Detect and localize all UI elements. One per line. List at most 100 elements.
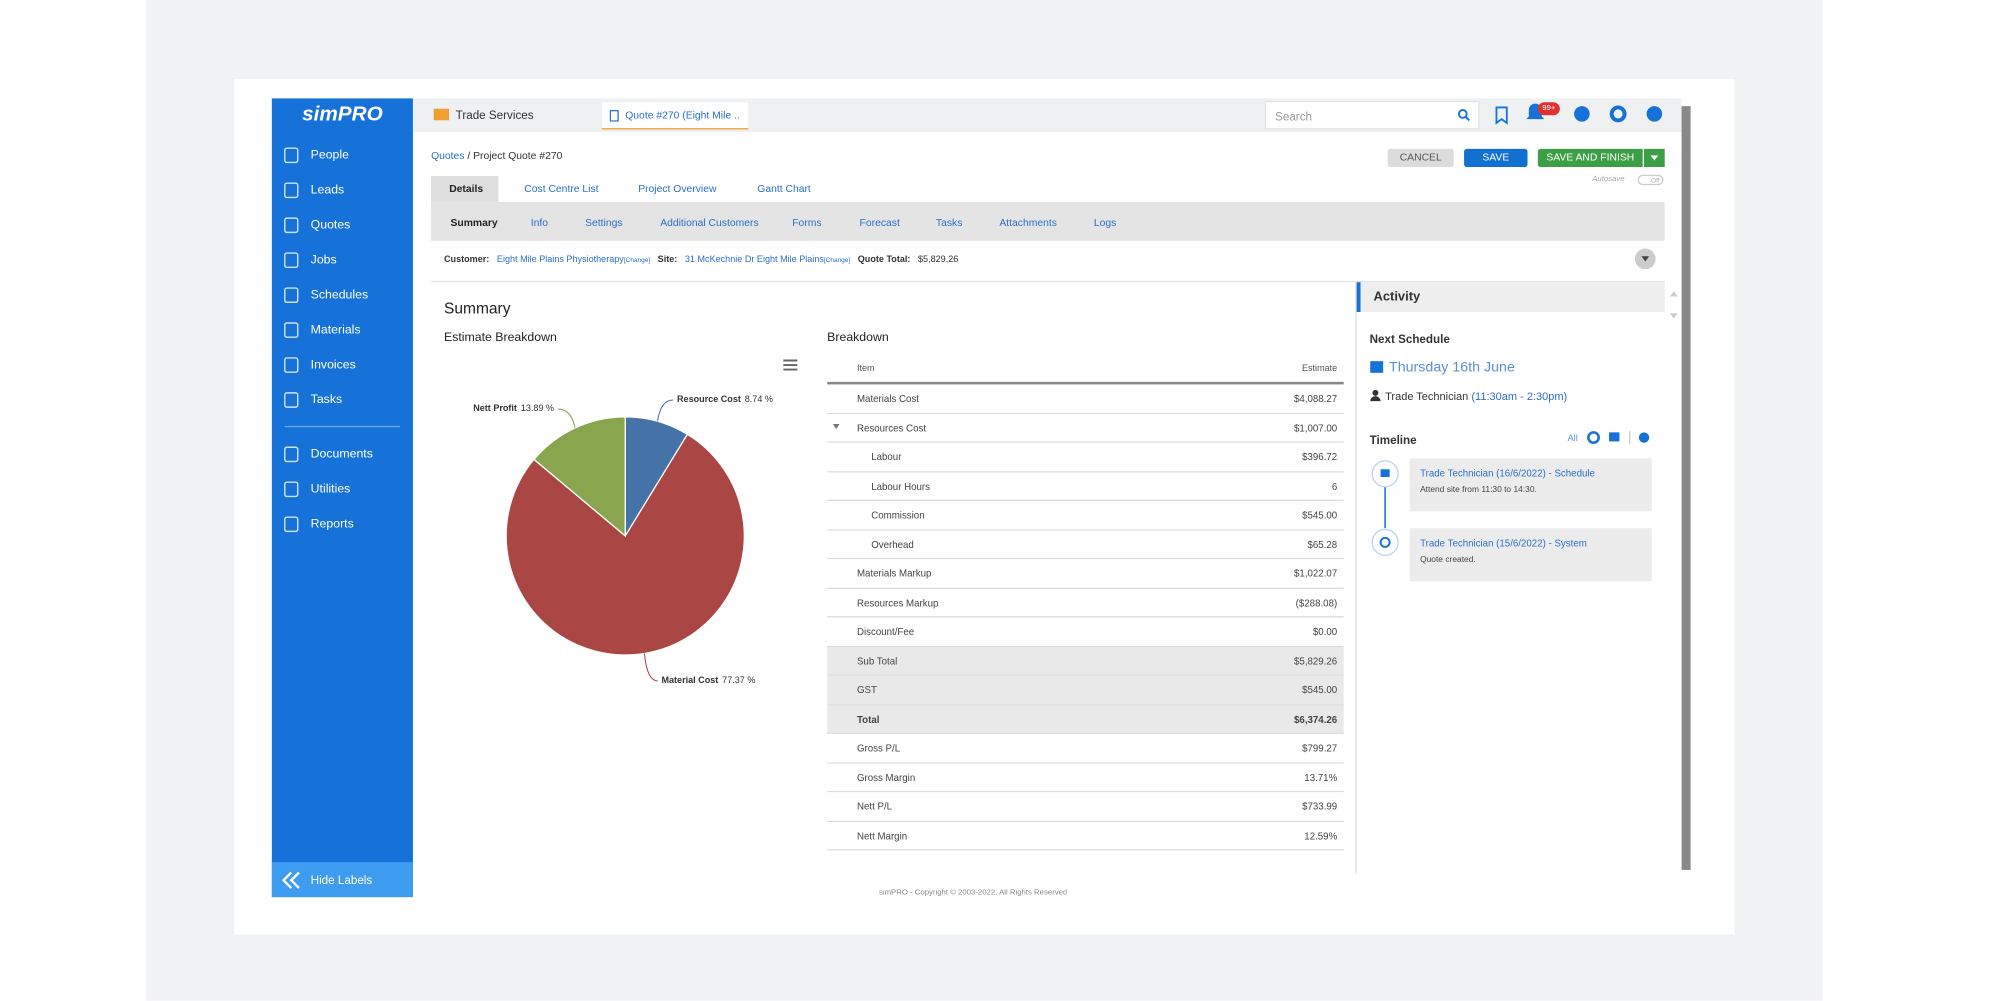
customer[interactable]: Eight Mile Plains Physiotherapy [496,255,624,265]
logo[interactable]: simPRO [302,103,383,126]
chart-menu[interactable] [783,359,798,372]
panel-arrows[interactable] [1667,285,1680,329]
row-item: GST [856,684,877,696]
nav-item[interactable]: Quotes [310,218,351,233]
sub-tab[interactable]: Forms [792,216,822,229]
top-tab[interactable]: Quote #270 (Eight Mile ... [625,109,740,122]
hide-labels-button[interactable]: Hide Labels [271,862,413,898]
person-icon [1370,389,1381,402]
row-estimate: $396.72 [1302,451,1338,463]
scrollbar[interactable] [1681,106,1691,870]
filter-icon[interactable] [1609,432,1620,442]
leader-line [657,399,674,422]
profile-icon[interactable] [1646,106,1663,122]
save-button[interactable]: SAVE [1464,148,1528,167]
table-row [827,442,1344,472]
search-box[interactable]: Search [1264,100,1480,130]
save-and-finish-button[interactable]: SAVE AND FINISH [1537,148,1643,167]
nav-icon [284,357,299,373]
settings-icon[interactable] [1609,105,1627,123]
row-estimate: $4,088.27 [1294,392,1338,405]
main-tab[interactable]: Project Overview [638,183,717,195]
main-tab[interactable]: Cost Centre List [524,183,599,195]
site[interactable]: 31 McKechnie Dr Eight Mile Plains [684,255,824,265]
leader-line [557,408,576,429]
timeline-filter[interactable]: All [1567,434,1578,444]
top-tab[interactable]: Trade Services [455,108,534,122]
pie-slice [505,433,745,656]
timeline-entry-title[interactable]: Trade Technician (16/6/2022) - Schedule [1420,467,1595,479]
row-item: Overhead [871,538,914,551]
row-item: Commission [871,509,925,522]
sub-tab[interactable]: Forecast [859,216,900,229]
breadcrumb-link[interactable]: Quotes [431,150,465,162]
column-header: Estimate [1301,364,1338,374]
slice-value: 8.74 % [745,394,773,404]
autosave-toggle[interactable]: Off [1637,174,1664,186]
header-rule [827,381,1344,385]
nav-item[interactable]: Schedules [310,288,369,303]
timeline-title: Timeline [1369,433,1417,447]
cancel-button[interactable]: CANCEL [1387,148,1454,167]
nav-item[interactable]: Materials [310,322,361,338]
help-icon[interactable] [1574,106,1590,122]
nav-icon [284,322,299,338]
nav-item[interactable]: Documents [310,447,373,462]
nav-item[interactable]: Utilities [310,482,351,497]
sub-tab[interactable]: Attachments [999,216,1057,229]
nav-icon [284,446,299,463]
nav-item[interactable]: People [310,148,349,163]
calendar-icon [1370,361,1384,373]
slice-label: Material Cost 77.37 % [661,675,755,685]
chevron-icon [282,871,300,889]
expand-toggle[interactable] [832,423,841,431]
collapse-button[interactable] [1634,248,1656,270]
slice-value: 77.37 % [722,675,755,685]
main-tab-active-bg [431,176,499,202]
nav-icon [284,182,299,199]
row-estimate: $0.00 [1312,625,1338,638]
slice-label: Nett Profit 13.89 % [473,403,554,413]
nav-item[interactable]: Reports [310,517,354,532]
customer-label: Customer: [444,255,490,265]
folder-icon [433,108,450,121]
footer: simPRO - Copyright © 2003-2022. All Righ… [878,889,1068,898]
caret-icon [1650,155,1659,161]
breadcrumb: Quotes / Project Quote #270 [431,150,562,162]
filter-icon[interactable] [1638,432,1650,443]
panel-border [1355,282,1357,874]
row-item: Total [856,713,880,725]
nav-icon [284,252,299,269]
row-estimate: 12.59% [1304,829,1338,842]
sub-tab[interactable]: Additional Customers [660,216,759,229]
sub-tab[interactable]: Settings [585,216,623,229]
site-label: Site: [657,255,678,265]
sub-tab[interactable]: Logs [1093,216,1117,229]
bookmark-icon[interactable] [1495,106,1508,125]
table-row [827,617,1344,647]
next-schedule-date[interactable]: Thursday 16th June [1388,359,1515,376]
row-item: Labour [871,451,902,463]
sub-tab[interactable]: Info [530,216,549,229]
sub-tab[interactable]: Tasks [935,216,963,229]
nav-item[interactable]: Tasks [310,392,343,408]
main-tab[interactable]: Details [449,183,484,195]
main-tab[interactable]: Gantt Chart [757,183,811,195]
save-dropdown[interactable] [1644,148,1665,167]
nav-item[interactable]: Jobs [310,253,337,268]
toolbar-icons [1495,103,1663,125]
nav-item[interactable]: Leads [310,183,345,198]
timeline-entry-title[interactable]: Trade Technician (15/6/2022) - System [1420,537,1587,549]
sub-tab[interactable]: Summary [450,216,498,229]
activity-title: Activity [1373,289,1421,305]
row-estimate: $65.28 [1307,538,1338,551]
active-tab-bg [601,102,749,130]
nav-item[interactable]: Invoices [310,357,356,373]
slice-name: Resource Cost [677,394,741,404]
site-change[interactable]: [Change] [823,256,851,265]
nav-icon [284,147,299,164]
filter-icon[interactable] [1587,431,1601,445]
customer-change[interactable]: [Change] [623,256,651,265]
table-row [827,500,1344,531]
